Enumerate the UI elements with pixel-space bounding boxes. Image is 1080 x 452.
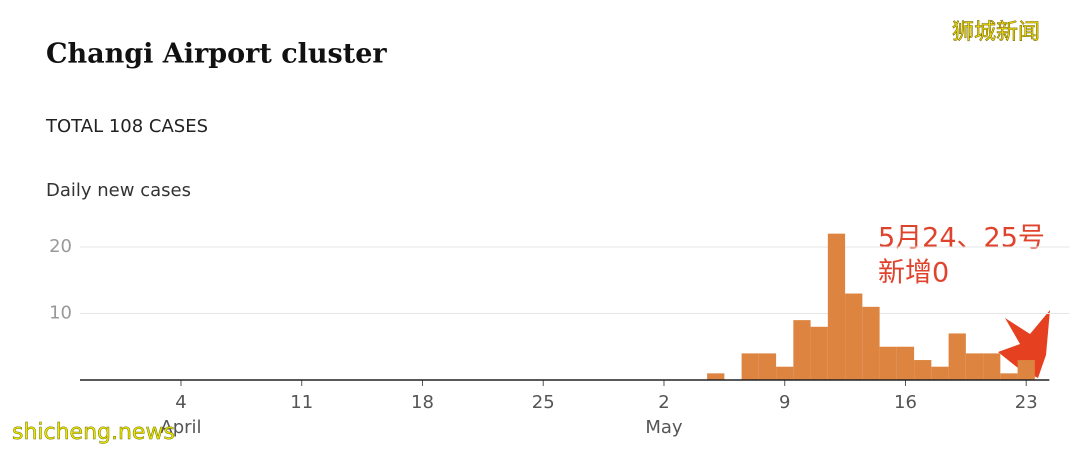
watermark: shicheng.news <box>12 420 175 445</box>
bar <box>1017 360 1035 380</box>
bar <box>948 333 966 380</box>
y-tick-label: 20 <box>49 236 72 257</box>
bar <box>965 353 984 380</box>
bar <box>914 360 932 380</box>
bar <box>983 353 1001 380</box>
x-tick-label: 18 <box>411 392 434 413</box>
x-tick-label: 4 <box>175 392 186 413</box>
bar <box>776 366 794 380</box>
bar <box>845 293 863 380</box>
bar <box>758 353 777 380</box>
annotation: 5月24、25号 <box>878 223 1045 254</box>
x-tick-label: 16 <box>894 392 917 413</box>
bar <box>793 320 811 380</box>
watermark: 狮城新闻 <box>952 20 1040 45</box>
bar <box>707 373 725 380</box>
bar <box>741 353 759 380</box>
x-tick-label: 9 <box>779 392 790 413</box>
bar <box>1000 373 1018 380</box>
bar <box>810 326 828 380</box>
x-tick-label: 25 <box>532 392 555 413</box>
chart-title: Changi Airport cluster <box>46 39 387 70</box>
annotation: 新增0 <box>878 258 949 289</box>
x-tick-label: 23 <box>1015 392 1038 413</box>
bar <box>827 233 846 380</box>
arrow <box>998 310 1050 378</box>
y-axis-label: Daily new cases <box>46 180 191 201</box>
x-tick-label: 11 <box>290 392 313 413</box>
x-tick-label: 2 <box>658 392 669 413</box>
bar <box>896 346 915 380</box>
bar <box>862 306 880 380</box>
chart-subtitle: TOTAL 108 CASES <box>45 116 208 137</box>
y-tick-label: 10 <box>49 302 72 323</box>
x-group-label: May <box>645 417 683 438</box>
x-group-label: April <box>160 417 201 438</box>
bar <box>931 366 949 380</box>
bar <box>879 346 897 380</box>
